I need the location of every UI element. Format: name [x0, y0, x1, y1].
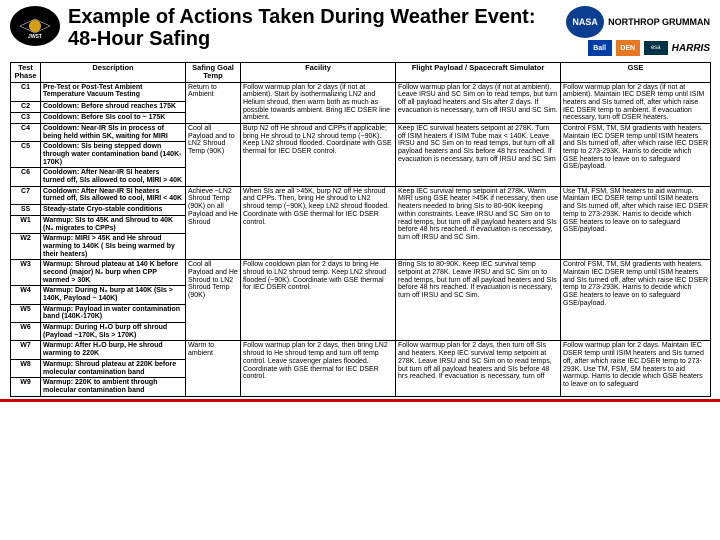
footer-redline — [0, 399, 720, 402]
phase-cell: W6 — [11, 323, 41, 341]
gse-cell: Follow warmup plan for 2 days (if not at… — [561, 82, 711, 123]
table-row: C1Pre-Test or Post-Test Ambient Temperat… — [11, 82, 711, 101]
safing-table: Test Phase Description Safing Goal Temp … — [10, 62, 711, 397]
northrop-logo-icon: NORTHROP GRUMMAN — [608, 17, 710, 27]
phase-cell: W2 — [11, 234, 41, 260]
den-logo-icon: DEN — [616, 40, 640, 56]
col-safe-header: Safing Goal Temp — [186, 63, 241, 83]
desc-cell: Warmup: Shroud plateau at 220K before mo… — [41, 359, 186, 377]
nasa-logo-icon: NASA — [566, 6, 604, 38]
phase-cell: W9 — [11, 378, 41, 396]
desc-cell: Warmup: SIs to 45K and Shroud to 40K (N₂… — [41, 215, 186, 233]
desc-cell: Warmup: After H₂O burp, He shroud warmin… — [41, 341, 186, 359]
fac-cell: When SIs are all >45K, burp N2 off He sh… — [241, 186, 396, 260]
desc-cell: Warmup: Payload in water contamination b… — [41, 304, 186, 322]
desc-cell: Warmup: 220K to ambient through molecula… — [41, 378, 186, 396]
gse-cell: Control FSM, TM, SM gradients with heate… — [561, 123, 711, 186]
desc-cell: Cooldown: Before shroud reaches 175K — [41, 101, 186, 112]
fac-cell: Follow warmup plan for 2 days, then brin… — [241, 341, 396, 396]
jwst-logo-icon: JWST — [10, 6, 60, 46]
safe-cell: Cool all Payload and He Shroud to LN2 Sh… — [186, 260, 241, 341]
phase-cell: W4 — [11, 286, 41, 304]
ball-logo-icon: Ball — [588, 40, 612, 56]
col-flight-header: Flight Payload / Spacecraft Simulator — [396, 63, 561, 83]
fac-cell: Follow warmup plan for 2 days (if not at… — [241, 82, 396, 123]
header: JWST Example of Actions Taken During Wea… — [0, 0, 720, 58]
flight-cell: Bring SIs to 80-90K. Keep IEC survival t… — [396, 260, 561, 341]
table-row: C7Cooldown: After Near-IR SI heaters tur… — [11, 186, 711, 204]
esa-logo-icon: esa — [644, 41, 668, 55]
col-fac-header: Facility — [241, 63, 396, 83]
flight-cell: Follow warmup plan for 2 days (if not at… — [396, 82, 561, 123]
table-header-row: Test Phase Description Safing Goal Temp … — [11, 63, 711, 83]
desc-cell: Cooldown: After Near-IR SI heaters turne… — [41, 168, 186, 186]
flight-cell: Keep IEC survival heaters setpoint at 27… — [396, 123, 561, 186]
phase-cell: C5 — [11, 142, 41, 168]
partner-logos: NASA NORTHROP GRUMMAN Ball DEN esa HARRI… — [566, 6, 710, 56]
flight-cell: Follow warmup plan for 2 days, then turn… — [396, 341, 561, 396]
phase-cell: C6 — [11, 168, 41, 186]
phase-cell: W5 — [11, 304, 41, 322]
table-body: C1Pre-Test or Post-Test Ambient Temperat… — [11, 82, 711, 396]
phase-cell: C4 — [11, 123, 41, 141]
fac-cell: Follow cooldown plan for 2 days to bring… — [241, 260, 396, 341]
phase-cell: W1 — [11, 215, 41, 233]
gse-cell: Use TM, FSM, SM heaters to aid warmup. M… — [561, 186, 711, 260]
desc-cell: Cooldown: After Near-IR SI heaters turne… — [41, 186, 186, 204]
safe-cell: Return to Ambient — [186, 82, 241, 123]
desc-cell: Pre-Test or Post-Test Ambient Temperatur… — [41, 82, 186, 101]
harris-logo-icon: HARRIS — [672, 43, 710, 54]
safe-cell: Cool all Payload and to LN2 Shroud Temp … — [186, 123, 241, 186]
desc-cell: Steady-state Cryo-stable conditions — [41, 205, 186, 216]
col-gse-header: GSE — [561, 63, 711, 83]
table-row: W7Warmup: After H₂O burp, He shroud warm… — [11, 341, 711, 359]
table-row: C4Cooldown: Near-IR SIs in process of be… — [11, 123, 711, 141]
phase-cell: W8 — [11, 359, 41, 377]
phase-cell: C1 — [11, 82, 41, 101]
safe-cell: Warm to ambient — [186, 341, 241, 396]
phase-cell: SS — [11, 205, 41, 216]
page-title: Example of Actions Taken During Weather … — [68, 6, 566, 50]
phase-cell: C7 — [11, 186, 41, 204]
gse-cell: Follow warmup plan for 2 days. Maintain … — [561, 341, 711, 396]
phase-cell: W7 — [11, 341, 41, 359]
desc-cell: Cooldown: Before SIs cool to ~ 175K — [41, 112, 186, 123]
desc-cell: Warmup: During N₂ burp at 140K (SIs > 14… — [41, 286, 186, 304]
col-phase-header: Test Phase — [11, 63, 41, 83]
gse-cell: Control FSM, TM, SM gradients with heate… — [561, 260, 711, 341]
desc-cell: Warmup: MIRI > 45K and He shroud warming… — [41, 234, 186, 260]
desc-cell: Warmup: Shroud plateau at 140 K before s… — [41, 260, 186, 286]
desc-cell: Cooldown: Near-IR SIs in process of bein… — [41, 123, 186, 141]
fac-cell: Burp N2 off He shroud and CPPs if applic… — [241, 123, 396, 186]
safe-cell: Achieve ~LN2 Shroud Temp (90K) on all Pa… — [186, 186, 241, 260]
table-row: W3Warmup: Shroud plateau at 140 K before… — [11, 260, 711, 286]
phase-cell: C2 — [11, 101, 41, 112]
svg-text:JWST: JWST — [28, 34, 42, 40]
desc-cell: Warmup: During H₂O burp off shroud (Payl… — [41, 323, 186, 341]
desc-cell: Cooldown: SIs being stepped down through… — [41, 142, 186, 168]
col-desc-header: Description — [41, 63, 186, 83]
phase-cell: C3 — [11, 112, 41, 123]
phase-cell: W3 — [11, 260, 41, 286]
flight-cell: Keep IEC survival temp setpoint at 278K.… — [396, 186, 561, 260]
